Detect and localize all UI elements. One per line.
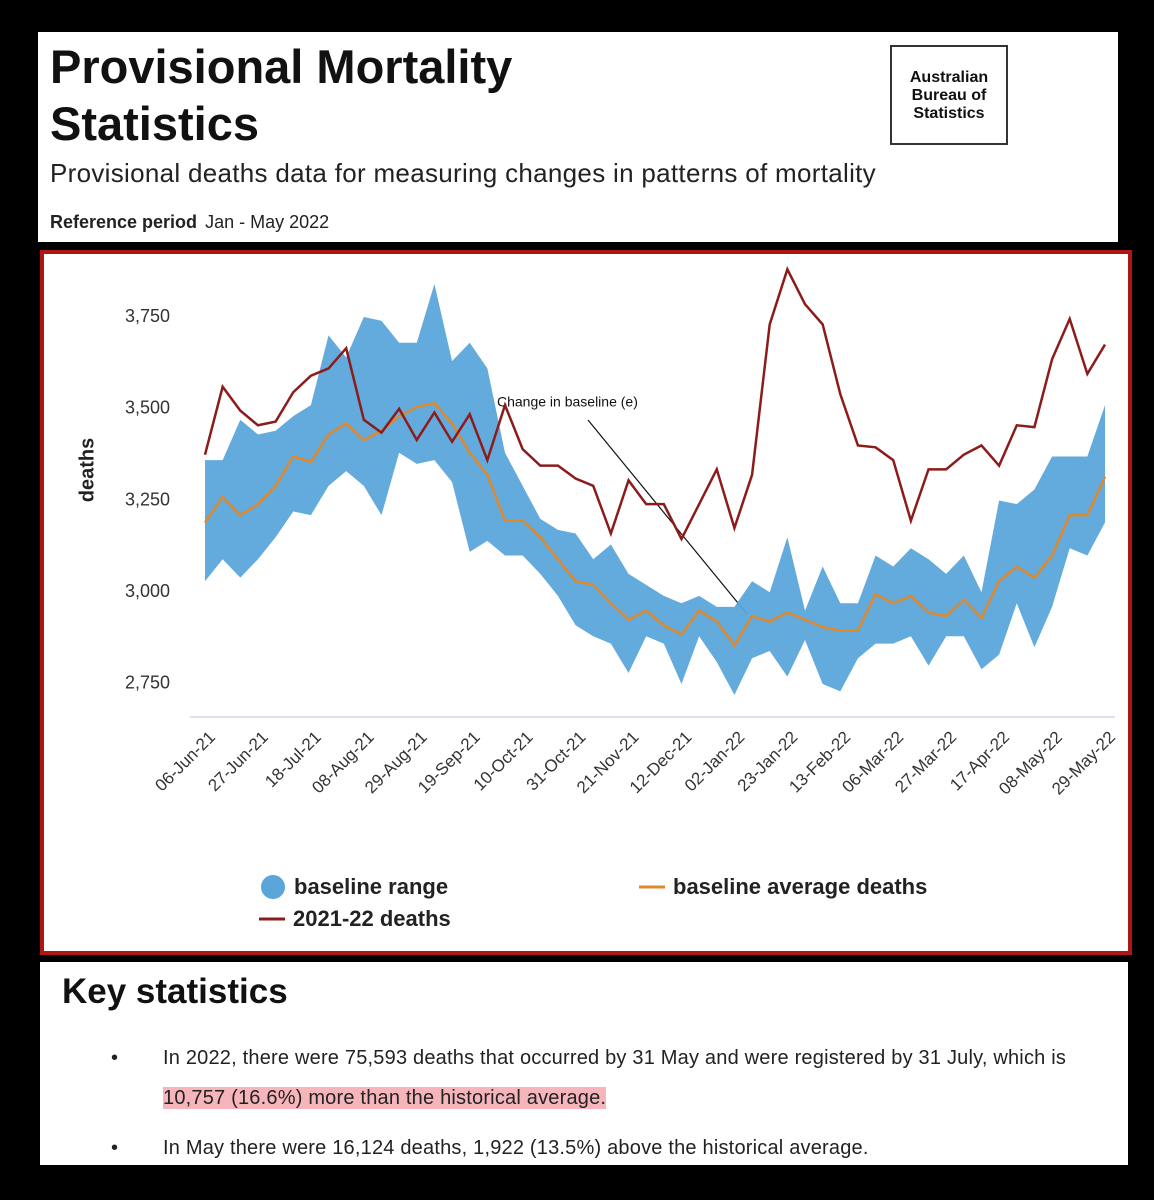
bullet-dot: • xyxy=(111,1047,119,1069)
logo-line: Bureau of xyxy=(911,87,987,104)
baseline-range xyxy=(205,284,1105,695)
logo: Australian Bureau of Statistics xyxy=(890,45,1008,145)
highlight: 10,757 (16.6%) more than the historical … xyxy=(163,1087,607,1109)
legend-label: 2021-22 deaths xyxy=(293,906,451,931)
series-line xyxy=(203,266,1107,542)
subtitle: Provisional deaths data for measuring ch… xyxy=(50,158,876,188)
header: Provisional Mortality Statistics Provisi… xyxy=(38,32,1118,242)
legend-swatch xyxy=(261,875,285,899)
annotation-line xyxy=(587,419,748,615)
y-axis-label: deaths xyxy=(76,438,98,502)
logo-line: Statistics xyxy=(913,105,985,122)
reference-period: Reference period Jan - May 2022 xyxy=(50,212,329,233)
legend-label: baseline range xyxy=(294,874,448,899)
bullet-dot: • xyxy=(111,1137,119,1159)
reference-value: Jan - May 2022 xyxy=(205,212,330,232)
legend-label: baseline average deaths xyxy=(673,874,927,899)
bullet: • In 2022, there were 75,593 deaths that … xyxy=(111,1038,1123,1118)
y-tick-label: 3,000 xyxy=(125,581,170,601)
key-statistics: Key statistics • In 2022, there were 75,5… xyxy=(40,962,1128,1165)
series-line xyxy=(203,401,1107,648)
y-tick-label: 2,750 xyxy=(125,673,170,693)
annotation: Change in baseline (e) xyxy=(497,394,638,410)
bullet-text: In May there were 16,124 deaths, 1,922 (… xyxy=(163,1137,869,1159)
y-tick-label: 3,500 xyxy=(125,398,170,418)
logo-line: Australian xyxy=(909,69,989,86)
page-title: Provisional Mortality Statistics xyxy=(50,40,513,150)
y-tick-label: 3,250 xyxy=(125,489,170,509)
bullet-text: In 2022, there were 75,593 deaths that o… xyxy=(163,1047,1067,1069)
section-title: Key statistics xyxy=(62,972,288,1011)
chart: deaths Change in baseline (e) 2,750 3,000… xyxy=(40,250,1132,955)
reference-label: Reference period xyxy=(50,212,198,232)
bullet: • In May there were 16,124 deaths, 1,922 … xyxy=(111,1128,1123,1168)
y-tick-label: 3,750 xyxy=(125,306,170,326)
